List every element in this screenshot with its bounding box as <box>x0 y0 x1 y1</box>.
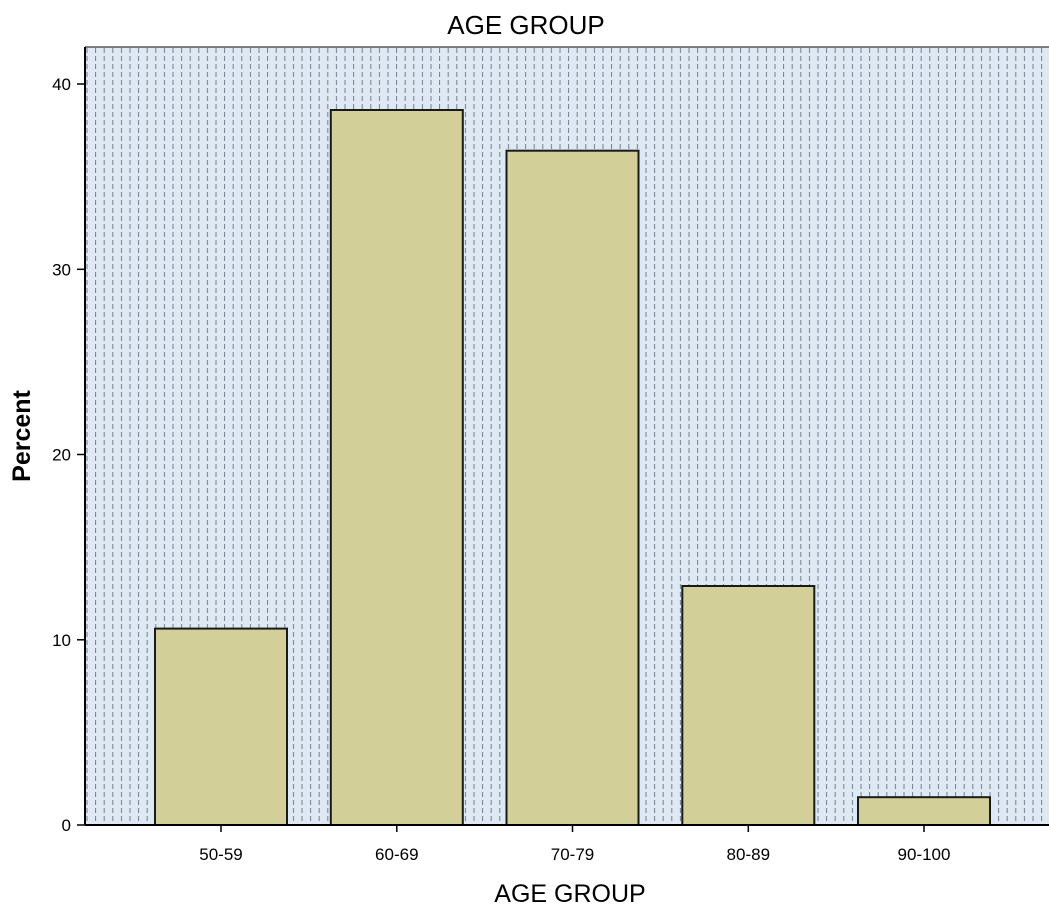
x-axis-title: AGE GROUP <box>494 880 645 908</box>
chart-title: AGE GROUP <box>447 10 604 40</box>
y-tick-label: 0 <box>62 816 71 835</box>
y-axis: 0 10 20 30 40 <box>52 47 86 835</box>
x-axis: 50-59 60-69 70-79 80-89 90-100 <box>85 824 1049 864</box>
y-tick-label: 40 <box>52 75 71 94</box>
bar-90-100 <box>857 796 991 827</box>
x-tick-label: 80-89 <box>727 845 770 864</box>
x-tick-label: 60-69 <box>375 845 418 864</box>
bar-50-59 <box>154 627 288 826</box>
x-tick-label: 50-59 <box>199 845 242 864</box>
y-tick-label: 10 <box>52 631 71 650</box>
y-tick-label: 20 <box>52 446 71 465</box>
bars <box>154 109 991 827</box>
y-axis-title: Percent <box>8 389 36 481</box>
y-tick-label: 30 <box>52 260 71 279</box>
bar-60-69 <box>329 109 464 826</box>
bar-70-79 <box>505 149 640 826</box>
bar-80-89 <box>681 585 816 826</box>
x-tick-label: 70-79 <box>551 845 594 864</box>
x-tick-label: 90-100 <box>898 845 951 864</box>
